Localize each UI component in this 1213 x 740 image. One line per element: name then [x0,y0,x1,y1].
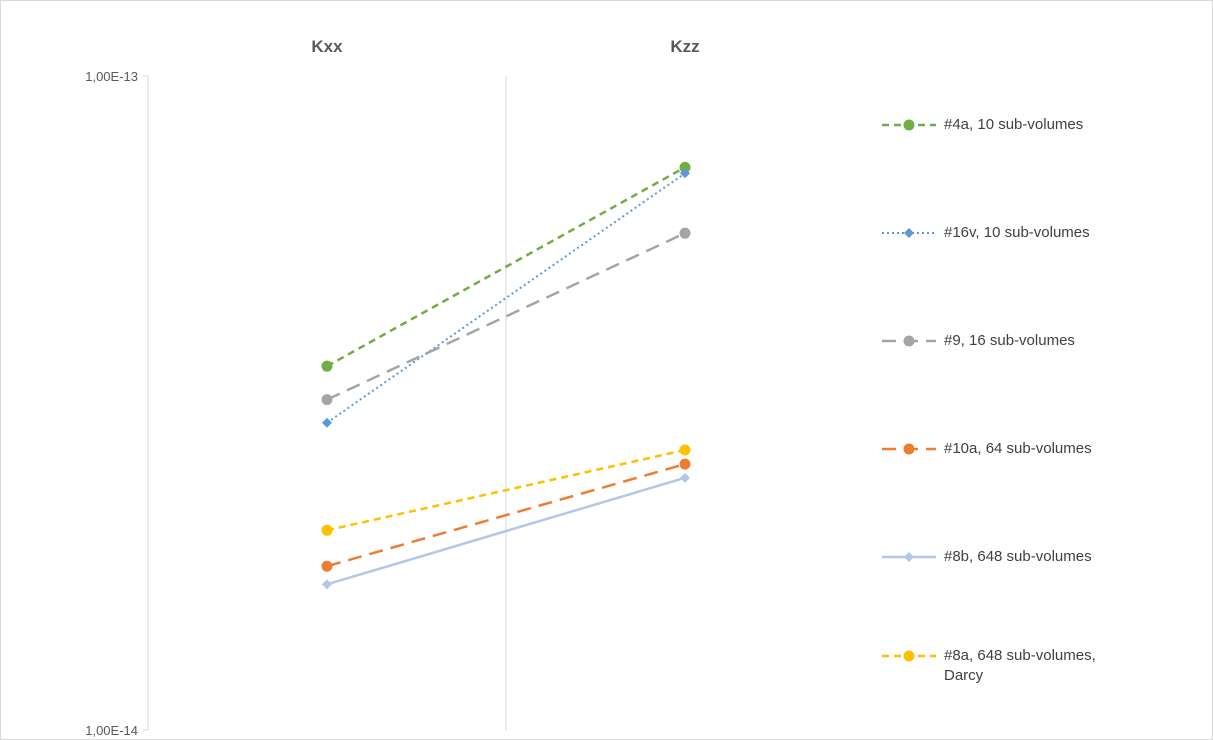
legend-swatch [882,335,936,347]
data-point [321,394,333,406]
legend-marker [904,228,914,238]
series-1 [321,161,691,372]
data-point [321,524,333,536]
legend-item: #16v, 10 sub-volumes [878,223,1164,243]
legend-item: #8b, 648 sub-volumes [878,547,1164,567]
series-3 [321,227,691,406]
data-point [679,444,691,456]
y-tick-label: 1,00E-13 [85,69,138,84]
legend-swatch [882,228,936,238]
series-line [326,476,686,586]
series-4 [321,458,691,572]
legend-label: #16v, 10 sub-volumes [944,224,1090,241]
data-point [680,168,690,179]
series-2 [322,168,690,428]
y-tick-label: 1,00E-14 [85,723,138,738]
legend-swatch [882,650,936,662]
data-point [322,579,332,590]
legend-marker [904,552,914,562]
legend-label: #8a, 648 sub-volumes, Darcy [944,647,1096,684]
data-point [322,417,332,428]
legend-marker [903,650,915,662]
legend-label: #9, 16 sub-volumes [944,332,1075,349]
category-label: Kzz [670,37,699,56]
data-point [679,227,691,239]
series-line [326,448,686,532]
legend-marker [903,119,915,131]
legend-item: #9, 16 sub-volumes [878,331,1164,351]
legend-label: #4a, 10 sub-volumes [944,116,1084,133]
data-point [679,161,691,173]
legend-marker [903,335,915,347]
data-point [321,560,333,572]
legend-label: #8b, 648 sub-volumes [944,548,1092,565]
legend-swatch [882,552,936,562]
series-line [326,462,686,568]
data-point [680,472,690,483]
legend-label: #10a, 64 sub-volumes [944,440,1092,457]
category-label: Kxx [311,37,343,56]
data-point [321,360,333,372]
legend-marker [903,443,915,455]
legend-swatch [882,443,936,455]
legend-swatch [882,119,936,131]
legend-item: #4a, 10 sub-volumes [878,115,1164,135]
data-point [679,458,691,470]
legend-item: #10a, 64 sub-volumes [878,439,1164,459]
series-6 [321,444,691,536]
legend-item: #8a, 648 sub-volumes, Darcy [878,646,1164,686]
series-line [326,166,686,368]
series-5 [322,472,690,590]
